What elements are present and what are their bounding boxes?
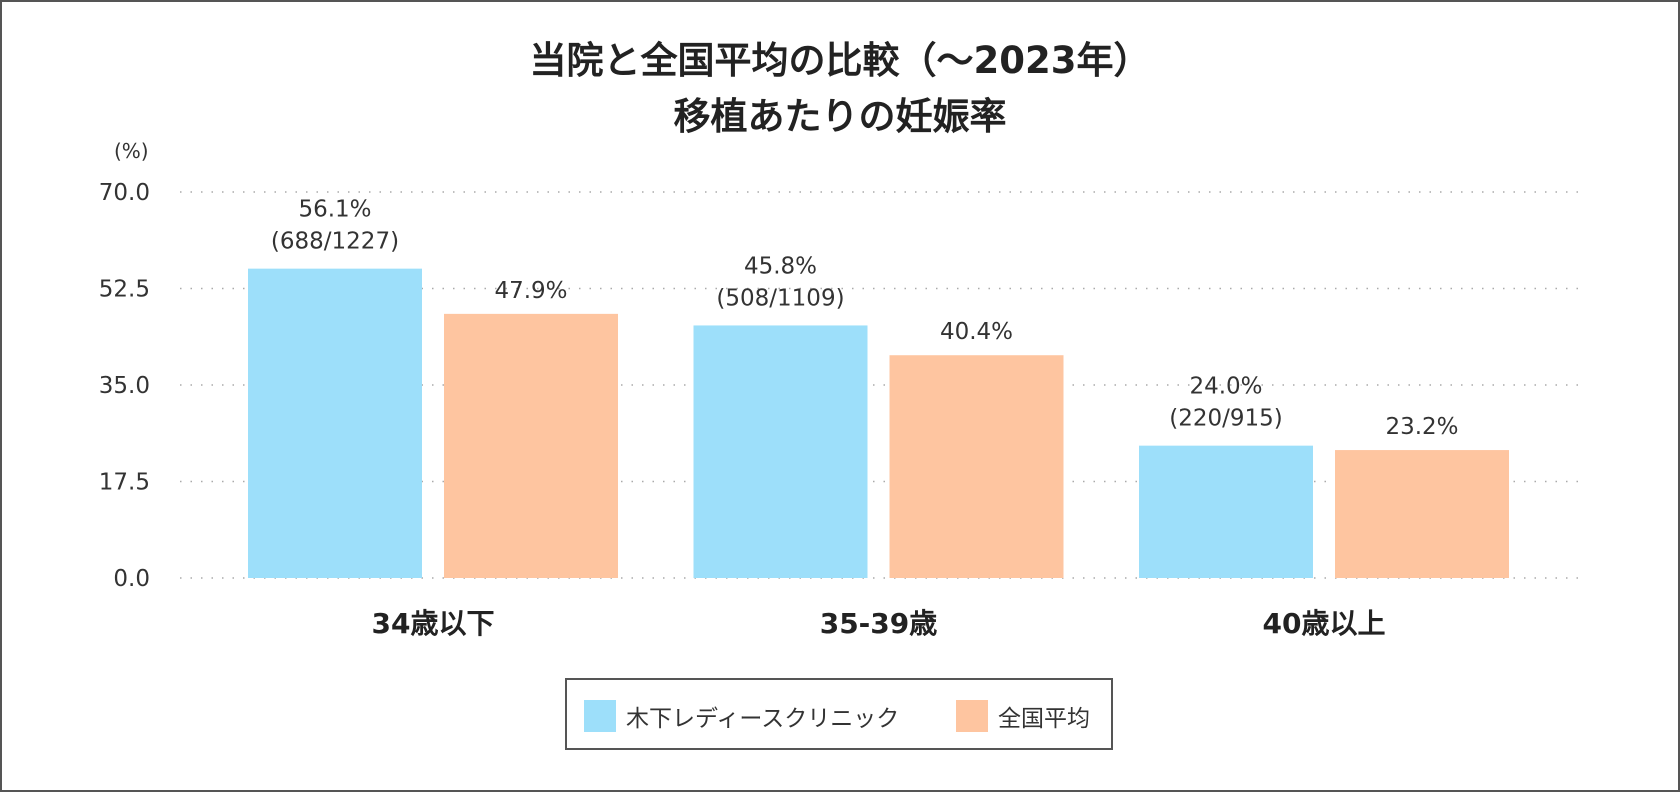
data-label: 40.4% <box>940 319 1013 345</box>
y-tick-label: 70.0 <box>99 180 150 206</box>
data-label: 45.8% <box>744 253 817 279</box>
chart-title-line-2: 移植あたりの妊娠率 <box>673 95 1007 138</box>
x-category-label: 35-39歳 <box>820 607 938 640</box>
y-axis-unit-label: (%) <box>114 139 149 163</box>
x-category-label: 40歳以上 <box>1263 607 1386 640</box>
bar <box>248 268 422 578</box>
legend-item-national: 全国平均 <box>956 700 1090 732</box>
data-label: 24.0% <box>1189 374 1262 400</box>
bar <box>693 325 868 578</box>
data-sublabel: (220/915) <box>1169 406 1283 432</box>
data-label: 56.1% <box>298 197 371 223</box>
chart-title-line-1: 当院と全国平均の比較（〜2023年） <box>529 39 1151 82</box>
legend-swatch-national <box>956 700 988 732</box>
data-sublabel: (508/1109) <box>716 285 844 311</box>
y-tick-label: 0.0 <box>113 566 150 592</box>
data-label: 23.2% <box>1385 414 1458 440</box>
legend: 木下レディースクリニック 全国平均 <box>565 678 1113 750</box>
y-tick-label: 17.5 <box>99 470 150 496</box>
bar <box>1139 445 1313 578</box>
bar <box>1335 450 1509 578</box>
x-category-label: 34歳以下 <box>372 607 495 640</box>
y-tick-label: 35.0 <box>99 373 150 399</box>
data-sublabel: (688/1227) <box>271 229 399 255</box>
bar <box>444 313 618 578</box>
y-tick-label: 52.5 <box>99 277 150 303</box>
legend-label-national: 全国平均 <box>998 706 1090 732</box>
legend-swatch-clinic <box>584 700 616 732</box>
bar <box>889 355 1064 578</box>
data-label: 47.9% <box>494 278 567 304</box>
legend-item-clinic: 木下レディースクリニック <box>584 700 899 732</box>
legend-label-clinic: 木下レディースクリニック <box>626 706 900 732</box>
